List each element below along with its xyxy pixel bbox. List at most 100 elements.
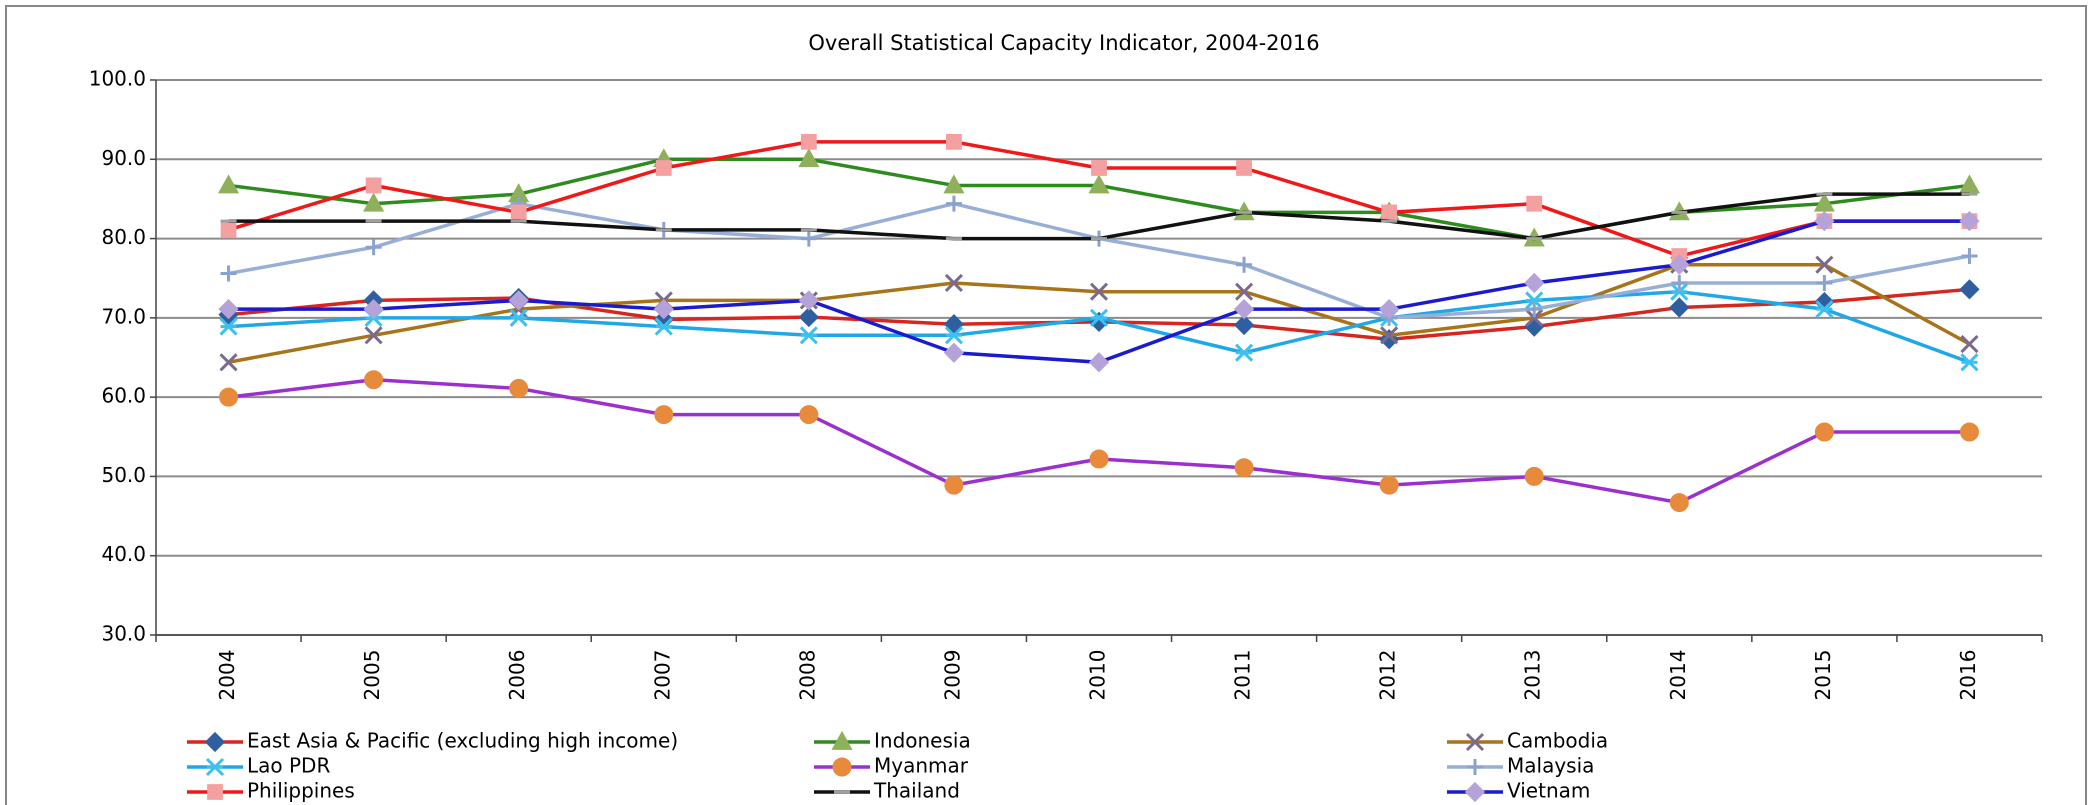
data-point: [1670, 282, 1689, 301]
data-point: [946, 133, 962, 150]
data-point: [655, 160, 672, 176]
data-point: [1816, 274, 1833, 291]
data-point: [800, 133, 817, 150]
data-point: [1960, 353, 1979, 372]
y-tick-label: 50.0: [101, 463, 146, 487]
data-point: [654, 405, 674, 425]
data-point: [510, 204, 527, 221]
data-point: [218, 299, 239, 320]
legend-label: Philippines: [247, 779, 355, 803]
data-point: [943, 342, 965, 363]
y-tick-label: 30.0: [101, 622, 146, 646]
legend-marker: [204, 731, 226, 753]
data-point: [1380, 326, 1399, 345]
x-tick-label: 2009: [940, 650, 964, 701]
data-point: [219, 353, 238, 372]
data-point: [219, 317, 238, 336]
data-point: [1088, 352, 1110, 373]
legend-marker: [832, 757, 852, 777]
x-tick-label: 2010: [1086, 650, 1110, 701]
data-point: [1234, 458, 1254, 478]
data-point: [1235, 282, 1254, 301]
data-point: [217, 174, 240, 194]
data-point: [1524, 316, 1545, 337]
data-point: [1669, 297, 1690, 318]
chart-title: Overall Statistical Capacity Indicator, …: [808, 31, 1319, 55]
legend-label: Vietnam: [1507, 779, 1590, 803]
legend-marker: [1464, 781, 1486, 803]
legend-marker: [1465, 732, 1485, 752]
data-point: [798, 290, 819, 311]
data-point: [1236, 256, 1253, 273]
legend-label: Indonesia: [874, 729, 971, 753]
data-point: [364, 326, 383, 345]
data-point: [1960, 334, 1979, 354]
data-point: [1524, 466, 1544, 486]
data-point: [1813, 192, 1835, 212]
data-point: [944, 475, 964, 495]
data-point: [944, 326, 963, 345]
legend-marker: [1467, 759, 1483, 775]
legend-label: Lao PDR: [247, 754, 330, 778]
data-point: [1525, 291, 1544, 310]
data-point: [509, 378, 529, 398]
legend-marker: [831, 730, 853, 750]
x-tick-label: 2008: [795, 650, 819, 701]
data-point: [799, 405, 819, 425]
data-point: [1089, 449, 1109, 469]
x-tick-label: 2012: [1376, 650, 1400, 701]
data-point: [944, 273, 963, 293]
data-point: [365, 239, 382, 256]
data-point: [945, 195, 962, 212]
y-tick-label: 100.0: [89, 67, 146, 91]
data-point: [1814, 422, 1834, 442]
data-point: [1089, 282, 1109, 301]
data-point: [800, 230, 817, 247]
x-tick-label: 2011: [1231, 650, 1255, 701]
data-point: [219, 387, 239, 407]
x-tick-label: 2006: [505, 650, 529, 701]
data-point: [1526, 195, 1543, 212]
legend-label: Myanmar: [874, 754, 969, 778]
data-point: [1091, 160, 1107, 176]
y-tick-label: 90.0: [101, 146, 146, 170]
legend-marker: [205, 757, 225, 777]
x-tick-label: 2014: [1666, 650, 1690, 701]
data-point: [1669, 493, 1689, 513]
data-point: [1958, 174, 1981, 194]
data-point: [943, 174, 965, 194]
data-point: [654, 317, 673, 336]
data-point: [1381, 204, 1398, 221]
y-tick-label: 70.0: [101, 304, 146, 328]
data-point: [799, 326, 818, 345]
data-point: [363, 299, 384, 320]
data-point: [1959, 422, 1979, 442]
x-tick-label: 2005: [360, 650, 384, 701]
data-point: [1089, 308, 1109, 327]
data-point: [1088, 174, 1110, 194]
x-tick-label: 2007: [650, 650, 674, 701]
y-tick-label: 40.0: [101, 542, 146, 566]
data-point: [1379, 299, 1400, 320]
data-point: [1525, 308, 1544, 327]
data-point: [1235, 343, 1254, 362]
legend-label: Thailand: [873, 779, 960, 803]
y-tick-label: 60.0: [101, 384, 146, 408]
data-point: [1814, 211, 1835, 232]
x-tick-label: 2016: [1956, 650, 1980, 701]
data-point: [1959, 211, 1980, 232]
x-tick-label: 2013: [1521, 650, 1545, 701]
data-point: [365, 177, 382, 194]
data-point: [653, 299, 674, 320]
legend-label: East Asia & Pacific (excluding high inco…: [247, 729, 678, 753]
x-tick-label: 2015: [1811, 650, 1835, 701]
data-point: [1959, 279, 1980, 300]
data-point: [1815, 255, 1834, 274]
legend-label: Cambodia: [1507, 729, 1608, 753]
data-point: [1379, 475, 1399, 495]
data-point: [798, 148, 820, 168]
data-point: [1236, 160, 1252, 176]
data-point: [508, 290, 529, 311]
